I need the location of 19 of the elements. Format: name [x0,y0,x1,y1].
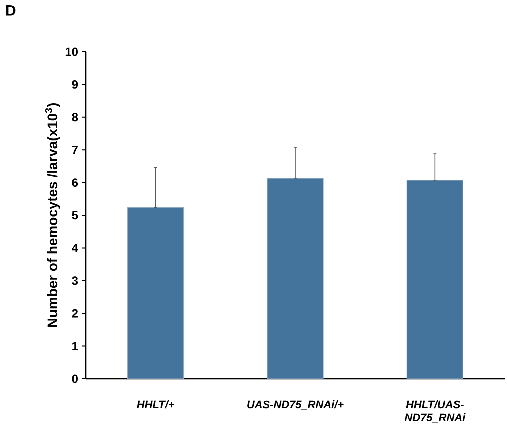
y-tick-label: 8 [72,113,78,122]
x-tick-label: HHLT/+ [137,400,175,409]
y-tick-label: 6 [72,178,78,188]
y-tick-label: 0 [72,374,78,384]
bar [128,207,184,379]
y-tick-label: 7 [72,146,78,154]
y-tick-label: 3 [72,276,78,286]
text: D [6,6,16,16]
y-tick-label: 1 [72,342,78,350]
y-tick-label: 2 [72,309,78,318]
bar [267,178,324,379]
y-tick-label: 9 [72,80,78,89]
y-axis-title: Number of hemocytes /larva(x10$^{3}$) [45,104,60,328]
x-tick-label: UAS-ND75_RNAi/+ [248,400,344,410]
y-tick-label: 5 [72,211,78,220]
x-tick-label: HHLT/UAS-ND75_RNAi [404,400,466,423]
y-tick-label: 10 [66,48,78,56]
y-tick-label: 4 [72,244,78,252]
bar [406,180,464,379]
